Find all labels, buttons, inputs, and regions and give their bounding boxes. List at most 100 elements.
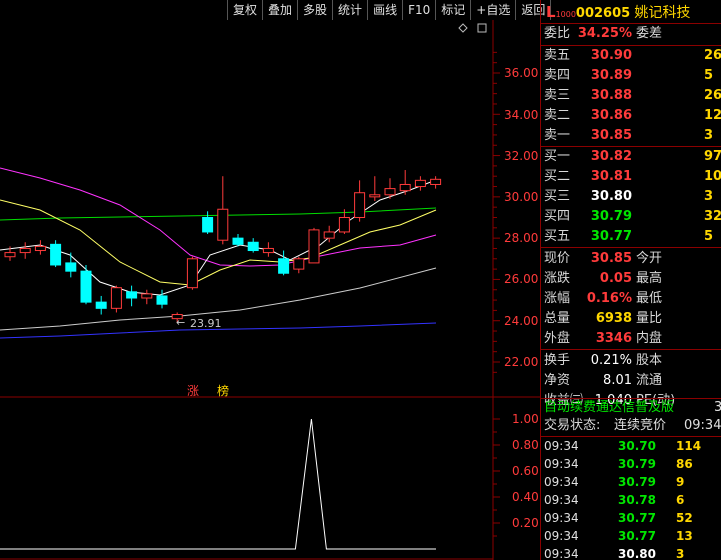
tick-price: 30.79 [618,457,656,471]
sell-4-row[interactable]: 卖四 30.89 5 [544,66,721,86]
buy-4-label: 买四 [544,209,571,224]
volume-tick: 0.20 [512,516,539,530]
sell-2-row[interactable]: 卖二 30.86 12 [544,106,721,126]
ma10-line [0,199,437,286]
event-tag-bang[interactable]: 榜 [217,383,229,398]
candle-up [217,208,229,241]
sell-1-row[interactable]: 卖一 30.85 3 [544,126,721,146]
turnover-label: 换手 [544,353,571,368]
change-pct-value: 0.16% [586,291,632,306]
sell-3-row[interactable]: 卖三 30.88 26 [544,86,721,106]
divider [541,23,721,24]
tick-volume: 3 [676,547,685,560]
candle-up [369,194,381,198]
sell-5-row[interactable]: 卖五 30.90 26 [544,46,721,66]
high-label: 最高 [636,271,663,286]
candle-up [186,258,198,289]
candle-down [232,237,244,245]
back-button[interactable]: 返回 [515,0,552,20]
fin-row-eps: 收益㈢ 1.040 PE(动) [544,391,721,411]
sell-4-label: 卖四 [544,68,571,83]
divider [541,349,721,350]
share-capital-label: 股本 [636,353,663,368]
volume-indicator-line [0,418,436,550]
sell-3-volume: 26 [704,88,721,103]
fin-row-turnover: 换手 0.21% 股本 [544,351,721,371]
price-tick: 28.00 [504,231,538,245]
sell-4-volume: 5 [704,68,714,83]
kline-chart[interactable]: 36.00 34.00 32.00 30.00 28.00 26.00 24.0… [0,20,540,560]
mark-button[interactable]: 标记 [435,0,470,20]
tick-price: 30.79 [618,475,656,489]
buy-2-volume: 10 [704,169,721,184]
stock-code: 002605 [575,6,631,21]
tick-price: 30.78 [618,493,656,507]
inner-label: 内盘 [636,331,663,346]
price-tick: 26.00 [504,272,538,286]
tick-row: 09:34 30.78 6 [541,491,721,509]
stat-row-volume: 总量 6938 量比 [544,309,721,329]
f10-button[interactable]: F10 [402,0,435,20]
price-tick: 30.00 [504,190,538,204]
sell-3-label: 卖三 [544,88,571,103]
divider [541,398,721,399]
candle-up [308,229,320,264]
price-tick: 36.00 [504,66,538,80]
buy-5-row[interactable]: 买五 30.77 5 [544,227,721,247]
buy-3-row[interactable]: 买三 30.80 3 [544,187,721,207]
stat-row-price: 现价 30.85 今开 [544,249,721,269]
stock-title: L1000002605 姚记科技 [546,2,690,22]
toolbar: 复权 叠加 多股 统计 画线 F10 标记 +自选 返回 [227,0,552,20]
stat-row-change: 涨跌 0.05 最高 [544,269,721,289]
draw-line-button[interactable]: 画线 [367,0,402,20]
buy-4-price: 30.79 [590,209,632,224]
open-label: 今开 [636,251,663,266]
divider [541,146,721,147]
outer-value: 3346 [595,331,632,346]
sell-2-volume: 12 [704,108,721,123]
eps-value: 1.040 [594,393,632,408]
candle-down [156,295,168,305]
buy-5-volume: 5 [704,229,714,244]
tick-volume: 6 [676,493,685,507]
candle-up [171,314,183,320]
buy-4-row[interactable]: 买四 30.79 32 [544,207,721,227]
buy-1-row[interactable]: 买一 30.82 97 [544,147,721,167]
candle-down [95,301,107,309]
weibi-label: 委比 [544,26,571,41]
trade-status-time: 09:34 [684,418,721,433]
square-icon[interactable] [477,23,487,33]
diamond-icon[interactable] [458,23,468,33]
tick-price: 30.80 [618,547,656,560]
overlay-button[interactable]: 叠加 [262,0,297,20]
tick-time: 09:34 [544,511,579,525]
price-tick: 22.00 [504,355,538,369]
scroll-banner[interactable]: 自动续费通达信普及版 3 [544,398,721,418]
trade-status-value: 连续竞价 [614,418,667,433]
volume-tick-marks [493,418,500,537]
ma60-line [0,207,437,221]
volume-axis: 1.00 0.80 0.60 0.40 0.20 [512,412,539,530]
sell-2-price: 30.86 [590,108,632,123]
tick-row: 09:34 30.79 9 [541,473,721,491]
nav-label: 净资 [544,373,571,388]
tick-time: 09:34 [544,439,579,453]
fuquan-button[interactable]: 复权 [227,0,262,20]
candle-up [34,245,46,252]
buy-2-label: 买二 [544,169,571,184]
sell-1-volume: 3 [704,128,714,143]
ma20-line [0,167,437,267]
event-tag-zhang[interactable]: 涨 [187,383,199,398]
tick-volume: 13 [676,529,693,543]
statistics-button[interactable]: 统计 [332,0,367,20]
multi-stock-button[interactable]: 多股 [297,0,332,20]
scroll-text[interactable]: 自动续费通达信普及版 [544,400,675,415]
candle-up [323,231,335,239]
divider [541,247,721,248]
tick-row: 09:34 30.80 3 [541,545,721,560]
candle-down [202,217,214,233]
sell-1-label: 卖一 [544,128,571,143]
trade-status-row: 交易状态: 连续竞价 09:34 [544,416,721,436]
buy-2-row[interactable]: 买二 30.81 10 [544,167,721,187]
add-watchlist-button[interactable]: +自选 [470,0,515,20]
